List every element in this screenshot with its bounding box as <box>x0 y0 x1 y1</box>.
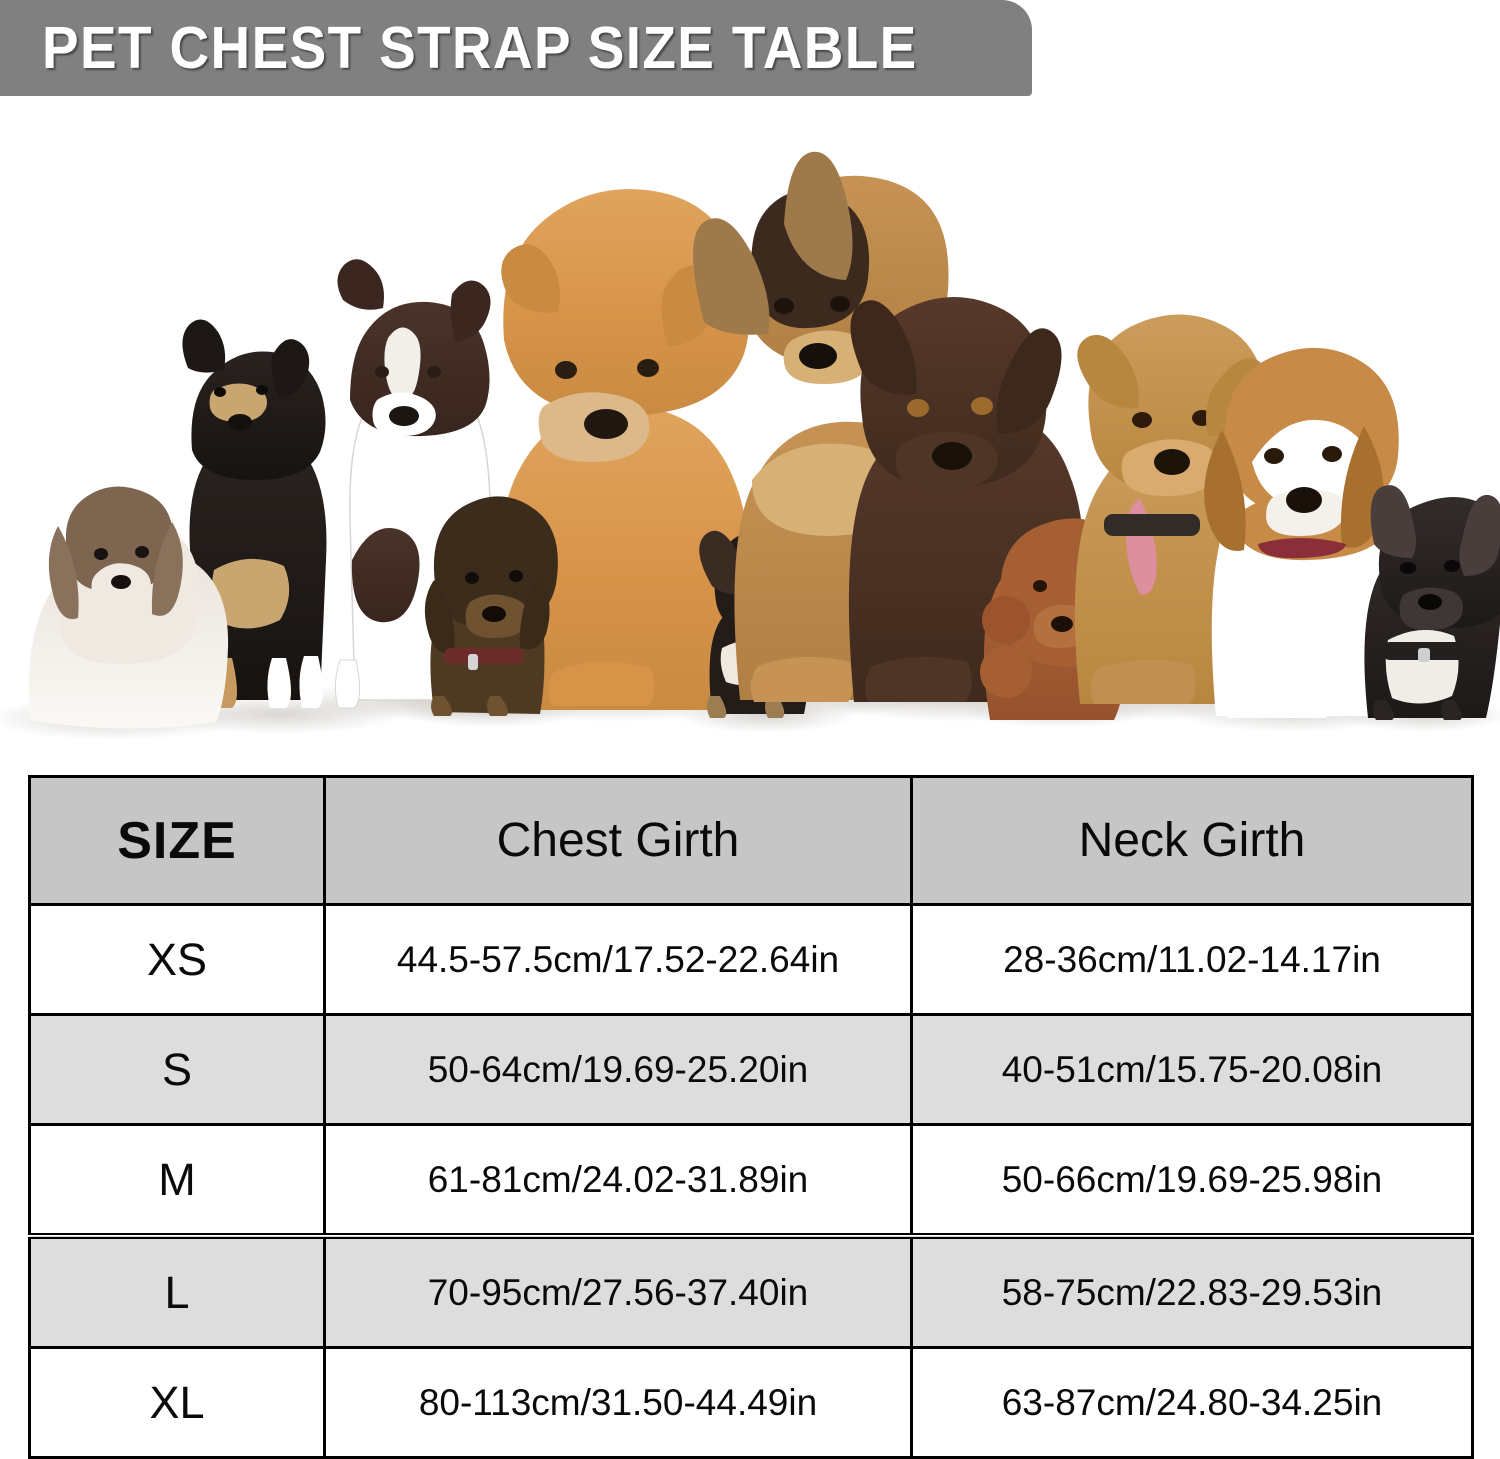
table-row: S 50-64cm/19.69-25.20in 40-51cm/15.75-20… <box>28 1013 1474 1126</box>
dog-shiba-inu <box>182 319 327 708</box>
cell-size-m: M <box>28 1123 326 1238</box>
cell-size-xs: XS <box>28 903 326 1016</box>
cell-chest-xl: 80-113cm/31.50-44.49in <box>323 1346 913 1459</box>
table-row: L 70-95cm/27.56-37.40in 58-75cm/22.83-29… <box>28 1233 1474 1349</box>
pet-chest-strap-size-table: SIZE Chest Girth Neck Girth XS 44.5-57.5… <box>28 775 1474 1459</box>
column-header-size: SIZE <box>28 775 326 906</box>
cell-chest-m: 61-81cm/24.02-31.89in <box>323 1123 913 1238</box>
dog-group-illustration <box>0 100 1500 755</box>
cell-chest-xs: 44.5-57.5cm/17.52-22.64in <box>323 903 913 1016</box>
cell-neck-s: 40-51cm/15.75-20.08in <box>910 1013 1474 1126</box>
dog-shih-tzu <box>28 486 229 729</box>
dog-dachshund <box>424 496 558 716</box>
column-header-chest-girth: Chest Girth <box>323 775 913 906</box>
cell-size-xl: XL <box>28 1346 326 1459</box>
dog-group-photo <box>0 100 1500 755</box>
table-row: XL 80-113cm/31.50-44.49in 63-87cm/24.80-… <box>28 1346 1474 1459</box>
cell-neck-xs: 28-36cm/11.02-14.17in <box>910 903 1474 1016</box>
page-header-banner: PET CHEST STRAP SIZE TABLE <box>0 0 1032 96</box>
table-row: M 61-81cm/24.02-31.89in 50-66cm/19.69-25… <box>28 1123 1474 1238</box>
cell-neck-m: 50-66cm/19.69-25.98in <box>910 1123 1474 1238</box>
cell-neck-xl: 63-87cm/24.80-34.25in <box>910 1346 1474 1459</box>
dog-chow-chow <box>495 189 752 710</box>
column-header-neck-girth: Neck Girth <box>910 775 1474 906</box>
cell-chest-l: 70-95cm/27.56-37.40in <box>323 1233 913 1349</box>
cell-chest-s: 50-64cm/19.69-25.20in <box>323 1013 913 1126</box>
page-title: PET CHEST STRAP SIZE TABLE <box>42 15 918 81</box>
table-header-row: SIZE Chest Girth Neck Girth <box>28 775 1474 906</box>
table-row: XS 44.5-57.5cm/17.52-22.64in 28-36cm/11.… <box>28 903 1474 1016</box>
cell-size-l: L <box>28 1233 326 1349</box>
cell-neck-l: 58-75cm/22.83-29.53in <box>910 1233 1474 1349</box>
size-table-container: SIZE Chest Girth Neck Girth XS 44.5-57.5… <box>28 775 1474 1459</box>
cell-size-s: S <box>28 1013 326 1126</box>
dog-french-bulldog <box>1364 485 1500 720</box>
